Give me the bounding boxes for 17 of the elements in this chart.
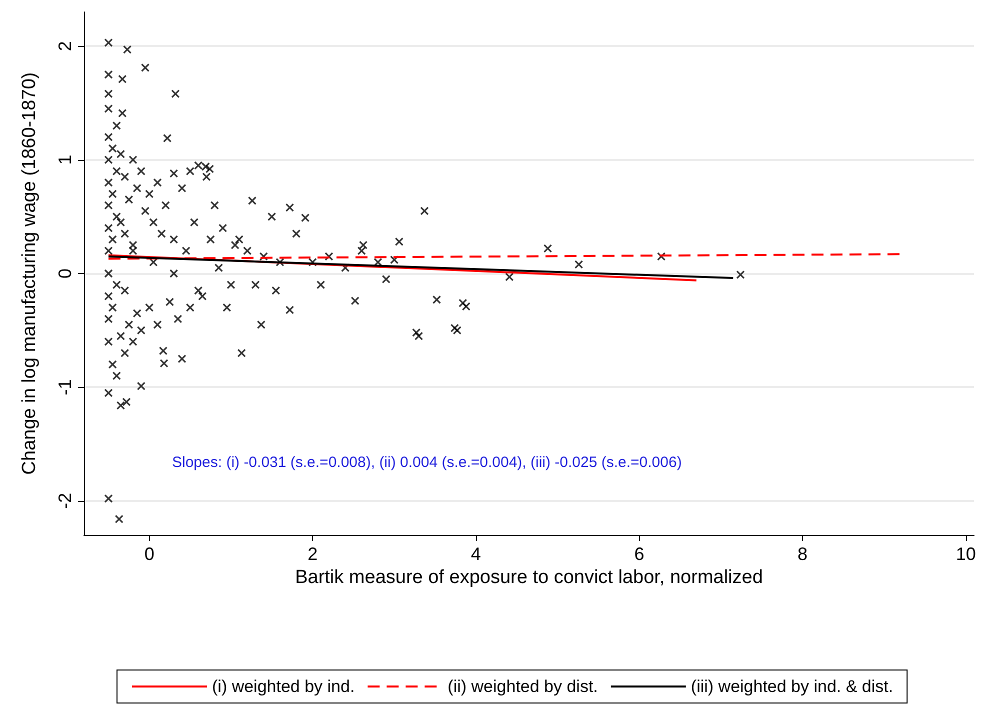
legend-label: (iii) weighted by ind. & dist.: [690, 677, 894, 696]
y-tick-label: 0: [55, 268, 75, 279]
y-tick-label: 2: [55, 41, 75, 52]
y-axis-title: Change in log manufacturing wage (1860-1870): [19, 72, 40, 475]
x-tick-label: 6: [634, 544, 644, 564]
y-tick-label: -2: [55, 492, 75, 509]
x-tick-label: 10: [956, 544, 976, 564]
legend-label: (i) weighted by ind.: [212, 677, 355, 696]
y-tick-label: -1: [55, 379, 75, 396]
x-axis-title: Bartik measure of exposure to convict labor, normalized: [295, 566, 763, 588]
x-tick-label: 4: [470, 544, 481, 564]
y-tick-label: 1: [55, 154, 75, 165]
legend-label: (ii) weighted by dist.: [448, 677, 598, 696]
x-tick-label: 0: [144, 544, 154, 564]
annotation: Slopes: (i) -0.031 (s.e.=0.008), (ii) 0.004 (s.e.=0.004), (iii) -0.025 (s.e.=0.006): [172, 454, 682, 471]
x-tick-label: 2: [308, 544, 318, 564]
x-tick-label: 8: [798, 544, 808, 564]
